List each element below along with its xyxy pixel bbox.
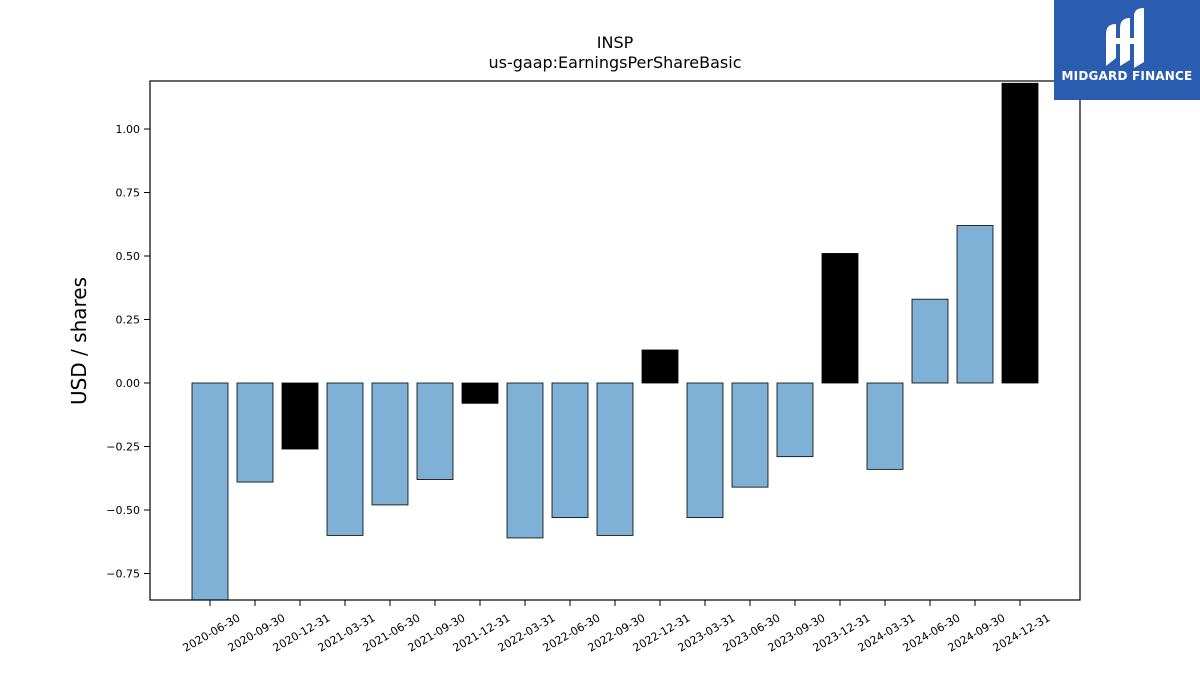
bar-2022-09-30 [596,382,634,536]
logo-mark-icon [1106,8,1144,68]
bar-2022-12-31 [641,349,679,384]
bar-2020-12-31 [281,382,319,450]
bar-2022-06-30 [551,382,589,519]
bar-2023-03-31 [686,382,724,519]
bars [191,82,1039,601]
y-axis-ticks: 1.00 0.75 0.50 0.25 0.00 −0.25 −0.50 −0.75 [106,123,150,581]
y-tick-label: 0.50 [116,250,141,263]
x-axis-ticks: 2020-06-302020-09-302020-12-312021-03-31… [181,600,1053,655]
bar-2024-06-30 [911,298,949,384]
bar-2024-03-31 [866,382,904,470]
brand-logo: MIDGARD FINANCE [1054,0,1200,100]
bar-2021-12-31 [461,382,499,404]
y-tick-label: 1.00 [116,123,141,136]
y-axis-label: USD / shares [67,277,91,405]
bar-2023-12-31 [821,253,859,384]
y-tick-label: 0.25 [116,314,141,327]
bar-2020-06-30 [191,382,229,601]
y-tick-label: 0.00 [116,377,141,390]
y-tick-label: 0.75 [116,187,141,200]
bar-2024-12-31 [1001,82,1039,384]
plot-frame [149,80,1081,601]
bar-2021-06-30 [371,382,409,506]
chart-subtitle: us-gaap:EarningsPerShareBasic [488,53,741,72]
bar-2024-09-30 [956,225,994,384]
bar-2021-09-30 [416,382,454,480]
chart-title: INSP [597,33,634,52]
bar-2023-09-30 [776,382,814,458]
bar-2020-09-30 [236,382,274,483]
logo-text: MIDGARD FINANCE [1061,69,1193,83]
bar-2022-03-31 [506,382,544,539]
bar-2023-06-30 [731,382,769,488]
bar-2021-03-31 [326,382,364,536]
y-tick-label: −0.25 [106,441,140,454]
y-tick-label: −0.50 [106,504,140,517]
y-tick-label: −0.75 [106,568,140,581]
